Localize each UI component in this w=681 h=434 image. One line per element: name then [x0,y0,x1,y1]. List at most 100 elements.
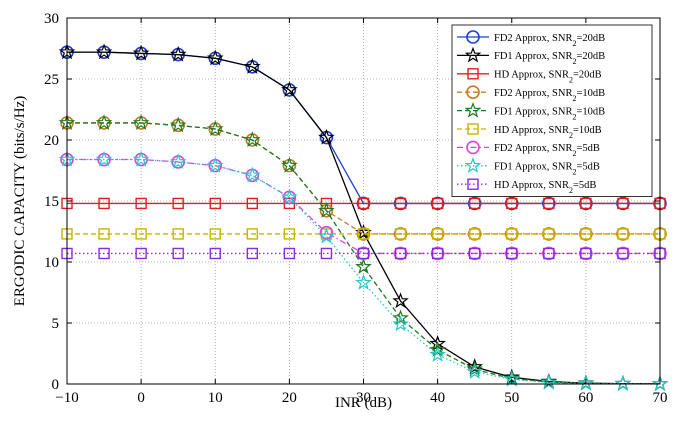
data-point [543,197,555,210]
legend-marker [466,85,480,99]
data-point [132,114,150,130]
legend-item: HD Approx, SNR2=5dB [457,178,596,195]
legend-item: HD Approx, SNR2=20dB [457,68,602,85]
data-point [95,150,113,167]
data-point [577,374,595,391]
data-point [466,360,483,377]
data-point [132,44,150,61]
data-point [283,247,296,260]
y-tick-label: 5 [52,316,60,332]
legend-marker [467,178,479,190]
data-point [504,246,519,261]
data-point [244,166,261,183]
legend-item: FD2 Approx, SNR2=20dB [457,30,605,47]
data-point [98,247,110,260]
data-point [244,131,261,148]
legend-label: HD Approx, SNR2=10dB [494,125,602,140]
y-tick-label: 15 [44,194,59,210]
data-point [172,197,184,210]
series-2 [61,197,666,210]
data-point [431,197,444,210]
y-tick-label: 20 [44,133,59,149]
data-point [135,197,147,210]
data-point [394,247,407,260]
data-point [616,246,630,261]
plot-series [58,43,669,391]
x-axis-label: INR (dB) [335,395,392,411]
legend-item: FD1 Approx, SNR2=20dB [457,46,605,66]
data-point [98,228,110,240]
data-point [172,247,184,260]
data-point [246,197,259,210]
data-point [617,197,629,210]
data-point [394,228,407,240]
data-point [98,197,110,210]
data-point [651,375,669,391]
legend-marker [466,30,480,44]
data-point [468,247,481,260]
data-point [467,246,482,261]
data-point [206,156,224,173]
series-line [67,51,661,385]
data-point [318,227,335,244]
data-point [506,197,518,210]
legend: FD2 Approx, SNR2=20dB FD1 Approx, SNR2=20… [451,24,653,198]
data-point [318,202,335,218]
data-point [281,81,298,98]
series-7 [58,150,669,391]
data-point [393,246,408,261]
legend-item: FD1 Approx, SNR2=5dB [457,157,600,177]
data-point [169,45,187,62]
y-tick-label: 25 [44,72,59,88]
data-point [246,228,259,240]
data-point [392,292,409,309]
legend-item: FD2 Approx, SNR2=10dB [457,85,605,103]
data-point [431,228,444,240]
x-tick-label: −10 [55,390,78,406]
data-point [283,228,296,240]
x-tick-label: 0 [137,390,145,406]
legend-item: FD2 Approx, SNR2=5dB [457,140,600,158]
legend-label: HD Approx, SNR2=20dB [494,70,602,85]
data-point [318,128,335,145]
data-point [209,228,221,240]
data-point [429,345,446,362]
legend-marker [464,46,482,63]
legend-label: FD1 Approx, SNR2=10dB [494,106,605,121]
data-point [392,315,409,332]
legend-item: HD Approx, SNR2=10dB [457,123,602,140]
data-point [209,247,221,260]
data-point [281,188,298,205]
data-point [617,228,629,240]
data-point [542,246,556,261]
data-point [429,341,446,357]
x-tick-label: 20 [282,390,297,406]
data-point [394,197,407,210]
data-point [392,309,409,326]
data-point [206,120,224,137]
legend-label: FD1 Approx, SNR2=5dB [494,162,600,177]
data-point [244,58,261,74]
x-tick-label: 30 [356,390,371,406]
data-point [169,116,187,133]
data-point [320,247,333,260]
data-point [506,228,518,240]
data-point [543,247,555,260]
x-tick-label: 10 [208,390,223,406]
data-point [357,247,370,260]
data-point [356,246,371,261]
x-tick-label: 70 [653,390,668,406]
legend-marker [467,68,479,80]
data-point [580,228,592,240]
legend-marker [464,157,482,173]
x-tick-label: 50 [504,390,519,406]
data-point [357,197,370,210]
data-point [320,197,333,210]
data-point [135,247,147,260]
data-point [95,114,113,130]
y-tick-label: 30 [44,11,59,27]
data-point [355,258,372,274]
legend-label: HD Approx, SNR2=5dB [494,180,596,195]
data-point [281,156,298,173]
